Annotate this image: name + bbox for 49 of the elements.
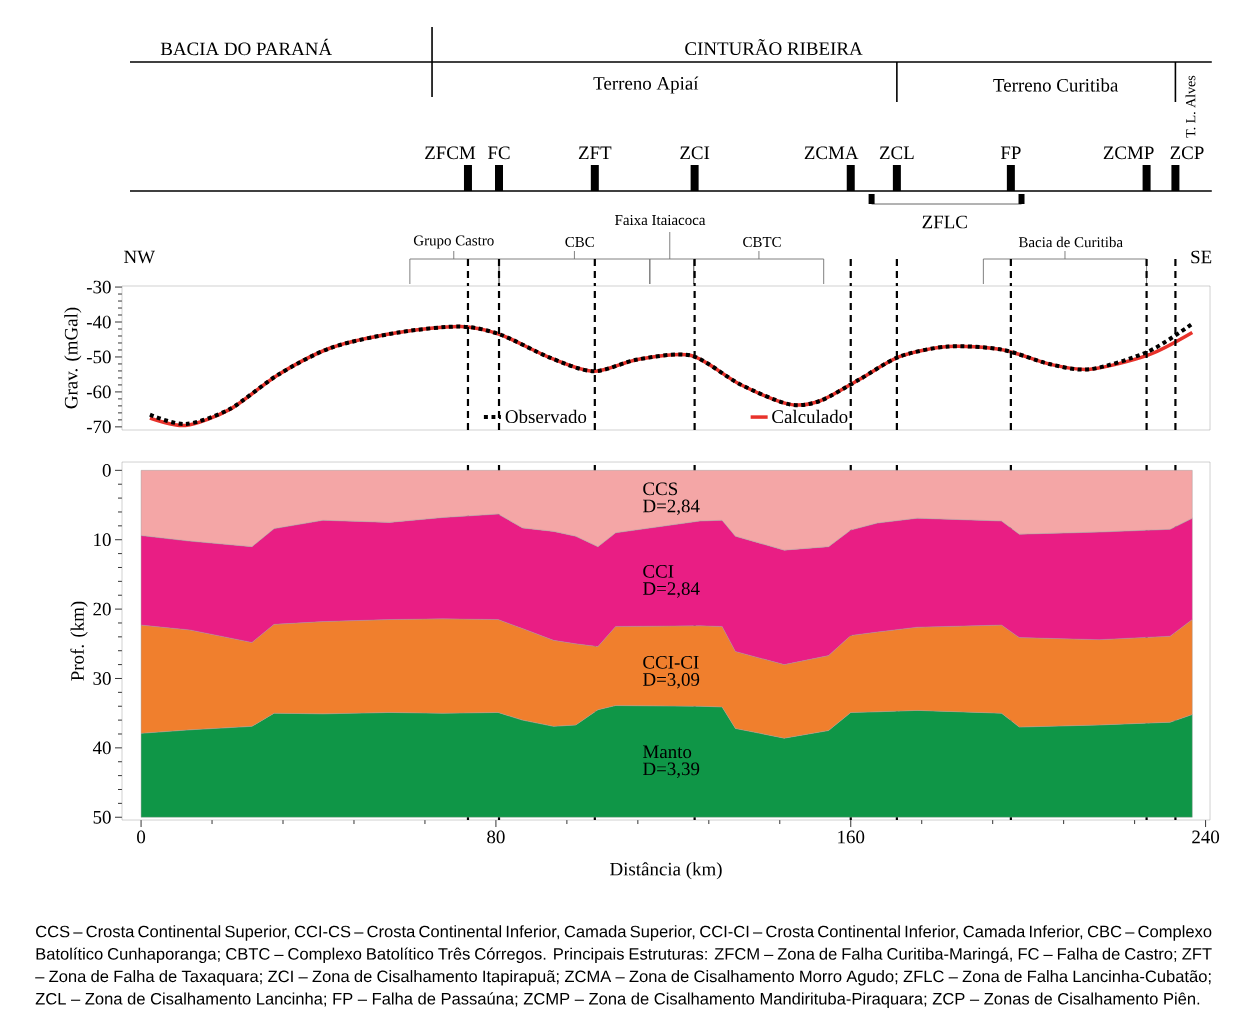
text: ZCL	[879, 146, 914, 160]
legend-label: Observado	[505, 409, 587, 424]
y-tick-label: -30	[86, 280, 111, 294]
y-tick-label: 50	[93, 810, 111, 824]
series-label: CCI	[643, 565, 674, 578]
y-tick-label: 30	[93, 672, 111, 685]
annotation: D=2,84	[643, 582, 700, 598]
y-tick-label: 0	[102, 463, 111, 477]
text: BACIA DO PARANÁ	[160, 38, 332, 56]
y-axis-title: Prof. (km)	[70, 601, 88, 681]
text: ZCMA	[804, 146, 859, 160]
text: ZFLC	[922, 215, 967, 229]
y-axis-title: Grav. (mGal)	[64, 307, 82, 409]
text: T. L. Alves	[1185, 75, 1196, 138]
text: FC	[487, 146, 510, 160]
text: ZCP	[1170, 146, 1204, 160]
text: ZFT	[578, 146, 612, 159]
x-axis-title: Distância (km)	[610, 862, 722, 880]
legend-label: Calculado	[772, 409, 848, 424]
text: CBTC	[743, 236, 781, 248]
text: Grupo Castro	[413, 235, 494, 249]
x-tick-label: 0	[137, 830, 146, 844]
text: NW	[124, 250, 156, 264]
text: Bacia de Curitiba	[1018, 236, 1123, 248]
y-tick-label: 20	[93, 602, 111, 616]
x-tick-label: 80	[487, 830, 505, 844]
x-tick-label: 240	[1192, 830, 1220, 844]
y-tick-label: -70	[86, 420, 111, 434]
y-tick-label: -60	[86, 385, 111, 399]
y-tick-label: 10	[94, 533, 111, 547]
text: Faixa Itaiacoca	[615, 214, 706, 226]
annotation: D=3,09	[643, 673, 700, 689]
y-tick-label: 40	[92, 741, 111, 755]
text: Terreno Curitiba	[993, 78, 1119, 92]
text: CBC	[565, 236, 594, 248]
text: ZFCM	[425, 146, 476, 160]
text: ZCMP	[1103, 146, 1154, 160]
y-tick-label: -40	[86, 315, 111, 329]
x-tick-label: 160	[838, 830, 865, 844]
text: ZCI	[680, 146, 710, 160]
series-label: CCI-CI	[643, 655, 699, 669]
y-tick-label: -50	[86, 350, 111, 364]
series-label: CCS	[643, 482, 678, 496]
text: CINTURÃO RIBEIRA	[685, 39, 863, 56]
text: Terreno Apiaí	[593, 76, 699, 94]
text: FP	[1000, 146, 1021, 159]
text: SE	[1191, 250, 1212, 264]
text: CCS – Crosta Continental Superior, CCI-CS – Crosta Continental Inferior, Camada Superior, CCI-CI – Crosta Continental Inferior, Camada Inferior, CBC – Complexo Batolítico Cunhaporanga; CBTC – Complexo Batolítico Três Córregos. Principais Estruturas: ZFCM – Zona de Falha Curitiba-Maringá, FC – Falha de Castro; ZFT – Zona de Falha de Taxaquara; ZCI – Zona de Cisalhamento Itapirapuã; ZCMA – Zona de Cisalhamento Morro Agudo; ZFLC – Zona de Falha Lancinha-Cubatão; ZCL – Zona de Cisalhamento Lancinha; FP – Falha de Passaúna; ZCMP – Zona de Cisalhamento Mandirituba-Piraquara; ZCP – Zonas de Cisalhamento Piên.	[35, 925, 1212, 1008]
annotation: D=2,84	[643, 499, 700, 516]
